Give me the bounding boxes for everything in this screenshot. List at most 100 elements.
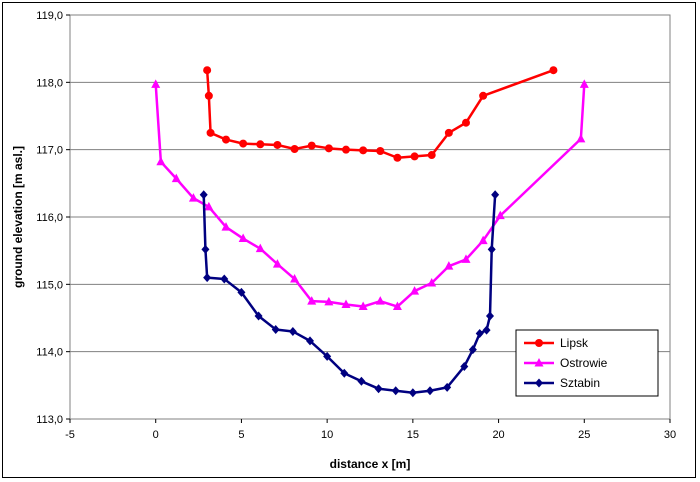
- x-tick-label: -5: [65, 429, 75, 441]
- x-tick-label: 15: [407, 429, 419, 441]
- data-point: [323, 351, 332, 361]
- data-point: [461, 254, 471, 263]
- data-point: [290, 144, 299, 153]
- series-ostrowie: [151, 79, 589, 311]
- series-line: [154, 84, 586, 308]
- data-point: [576, 133, 586, 143]
- x-axis-ticks: -5 0 5 10 15 20 25 30: [65, 419, 676, 441]
- data-point: [482, 325, 491, 335]
- data-point: [462, 118, 470, 127]
- data-point: [340, 368, 349, 378]
- x-tick-label: 20: [492, 429, 504, 441]
- data-point: [238, 233, 248, 243]
- data-point: [324, 144, 333, 153]
- data-point: [443, 382, 452, 392]
- data-point: [272, 259, 282, 268]
- data-point: [486, 311, 494, 321]
- legend: Lipsk Ostrowie Sztabin: [515, 329, 659, 397]
- data-point: [359, 146, 368, 155]
- data-point: [307, 141, 316, 150]
- data-point: [221, 222, 231, 231]
- data-point: [357, 376, 366, 386]
- series-lipsk: [203, 66, 558, 162]
- x-tick-label: 25: [578, 429, 590, 441]
- data-point: [307, 296, 317, 305]
- data-point: [534, 358, 544, 367]
- data-point: [375, 296, 385, 305]
- legend-label: Lipsk: [560, 336, 589, 350]
- series-line: [202, 194, 497, 394]
- data-point: [487, 244, 496, 254]
- data-point: [239, 139, 248, 148]
- data-point: [468, 345, 477, 355]
- data-point: [203, 273, 212, 283]
- chart-frame: [2, 2, 696, 478]
- data-point: [273, 140, 282, 149]
- data-point: [491, 190, 500, 200]
- data-point: [171, 173, 181, 183]
- data-point: [444, 261, 454, 270]
- data-point: [288, 326, 297, 336]
- data-point: [188, 193, 198, 202]
- data-point: [444, 128, 453, 137]
- y-tick-label: 119,0: [36, 10, 63, 22]
- data-point: [535, 339, 543, 347]
- data-point: [341, 299, 351, 309]
- data-point: [306, 336, 314, 346]
- y-tick-label: 114,0: [36, 347, 63, 359]
- legend-item-ostrowie: Ostrowie: [524, 356, 608, 370]
- data-point: [151, 79, 161, 88]
- data-point: [256, 140, 265, 149]
- data-point: [535, 378, 543, 388]
- data-point: [460, 361, 469, 371]
- data-point: [156, 156, 166, 166]
- data-point: [393, 153, 402, 162]
- y-tick-label: 116,0: [36, 212, 63, 224]
- y-tick-label: 115,0: [36, 279, 63, 291]
- legend-item-sztabin: Sztabin: [524, 376, 600, 390]
- series-sztabin: [199, 190, 500, 398]
- data-point: [376, 147, 385, 156]
- legend-label: Ostrowie: [560, 356, 608, 370]
- data-point: [203, 66, 212, 75]
- data-point: [495, 210, 505, 220]
- x-tick-label: 0: [153, 429, 159, 441]
- data-point: [408, 388, 417, 398]
- x-axis-title: distance x [m]: [330, 457, 411, 471]
- data-point: [199, 190, 208, 200]
- data-point: [391, 386, 400, 396]
- x-tick-label: 10: [321, 429, 333, 441]
- data-point: [201, 244, 210, 254]
- data-point: [410, 286, 420, 295]
- data-point: [206, 128, 215, 137]
- x-tick-label: 5: [238, 429, 244, 441]
- y-tick-label: 113,0: [36, 414, 63, 426]
- data-point: [220, 274, 229, 284]
- y-tick-label: 117,0: [36, 145, 63, 157]
- data-point: [549, 66, 558, 75]
- data-point: [426, 386, 434, 396]
- data-point: [358, 301, 368, 311]
- data-point: [255, 243, 265, 253]
- data-point: [290, 273, 300, 283]
- data-point: [427, 151, 436, 160]
- data-point: [410, 152, 419, 161]
- data-point: [392, 301, 402, 311]
- data-point: [475, 328, 484, 338]
- data-point: [204, 91, 213, 100]
- data-point: [271, 324, 280, 334]
- data-point: [324, 296, 334, 306]
- data-point: [427, 277, 437, 287]
- data-point: [204, 201, 214, 211]
- data-point: [342, 145, 350, 154]
- legend-item-lipsk: Lipsk: [524, 336, 589, 350]
- legend-label: Sztabin: [560, 376, 600, 390]
- data-point: [478, 235, 488, 245]
- data-point: [579, 79, 589, 88]
- data-point: [479, 91, 488, 100]
- data-point: [237, 287, 246, 297]
- y-axis-title: ground elevation [m asl.]: [11, 146, 25, 288]
- x-tick-label: 30: [664, 429, 676, 441]
- data-point: [374, 384, 383, 394]
